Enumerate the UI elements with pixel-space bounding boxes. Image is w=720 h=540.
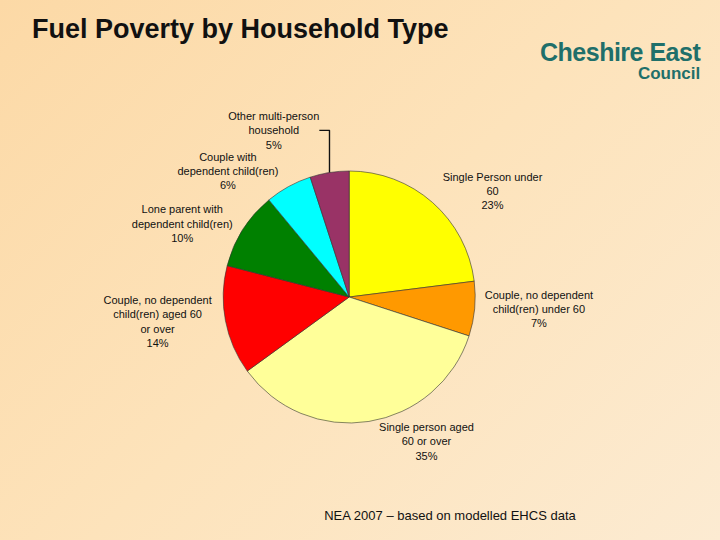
svg-text:Couple, no dependentchild(ren): Couple, no dependentchild(ren) under 607… — [485, 289, 593, 330]
html-text:Cheshire East: Cheshire East — [540, 38, 701, 66]
html-text:Fuel Poverty by Household Type: Fuel Poverty by Household Type — [32, 14, 449, 44]
html-text:Council: Council — [637, 64, 701, 83]
svg-text:Other multi-personhousehold5%: Other multi-personhousehold5% — [228, 110, 319, 151]
svg-text:Couple, no dependentchild(ren): Couple, no dependentchild(ren) aged 60or… — [103, 294, 211, 349]
svg-text:Lone parent withdependent chil: Lone parent withdependent child(ren)10% — [132, 203, 233, 244]
svg-text:Single person aged60 or over35: Single person aged60 or over35% — [379, 421, 474, 462]
svg-text:Couple withdependent child(ren: Couple withdependent child(ren)6% — [177, 151, 278, 192]
svg-text:Single Person under6023%: Single Person under6023% — [443, 171, 543, 212]
html-text:NEA 2007 – based on modelled E: NEA 2007 – based on modelled EHCS data — [324, 508, 576, 523]
